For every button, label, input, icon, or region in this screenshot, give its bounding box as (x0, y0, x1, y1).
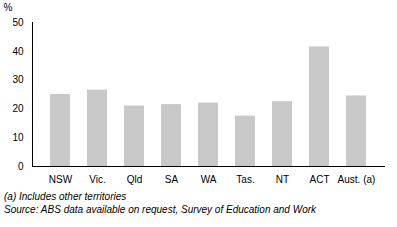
svg-text:30: 30 (12, 74, 24, 85)
svg-text:Qld: Qld (127, 174, 143, 185)
svg-text:NSW: NSW (49, 174, 73, 185)
svg-text:40: 40 (12, 46, 24, 57)
svg-text:NT: NT (276, 174, 289, 185)
svg-text:SA: SA (165, 174, 179, 185)
svg-text:Vic.: Vic. (89, 174, 106, 185)
svg-text:ACT: ACT (310, 174, 330, 185)
svg-text:0: 0 (18, 161, 24, 172)
html-text:(a) Includes other territories: (a) Includes other territories (4, 191, 127, 202)
svg-text:10: 10 (12, 132, 24, 143)
svg-text:%: % (4, 2, 13, 13)
svg-text:Tas.: Tas. (236, 174, 254, 185)
svg-text:Aust. (a): Aust. (a) (338, 174, 376, 185)
svg-text:WA: WA (201, 174, 217, 185)
svg-text:20: 20 (12, 103, 24, 114)
html-text:Source: ABS data available on: Source: ABS data available on request, S… (4, 204, 316, 215)
svg-text:50: 50 (12, 17, 24, 28)
